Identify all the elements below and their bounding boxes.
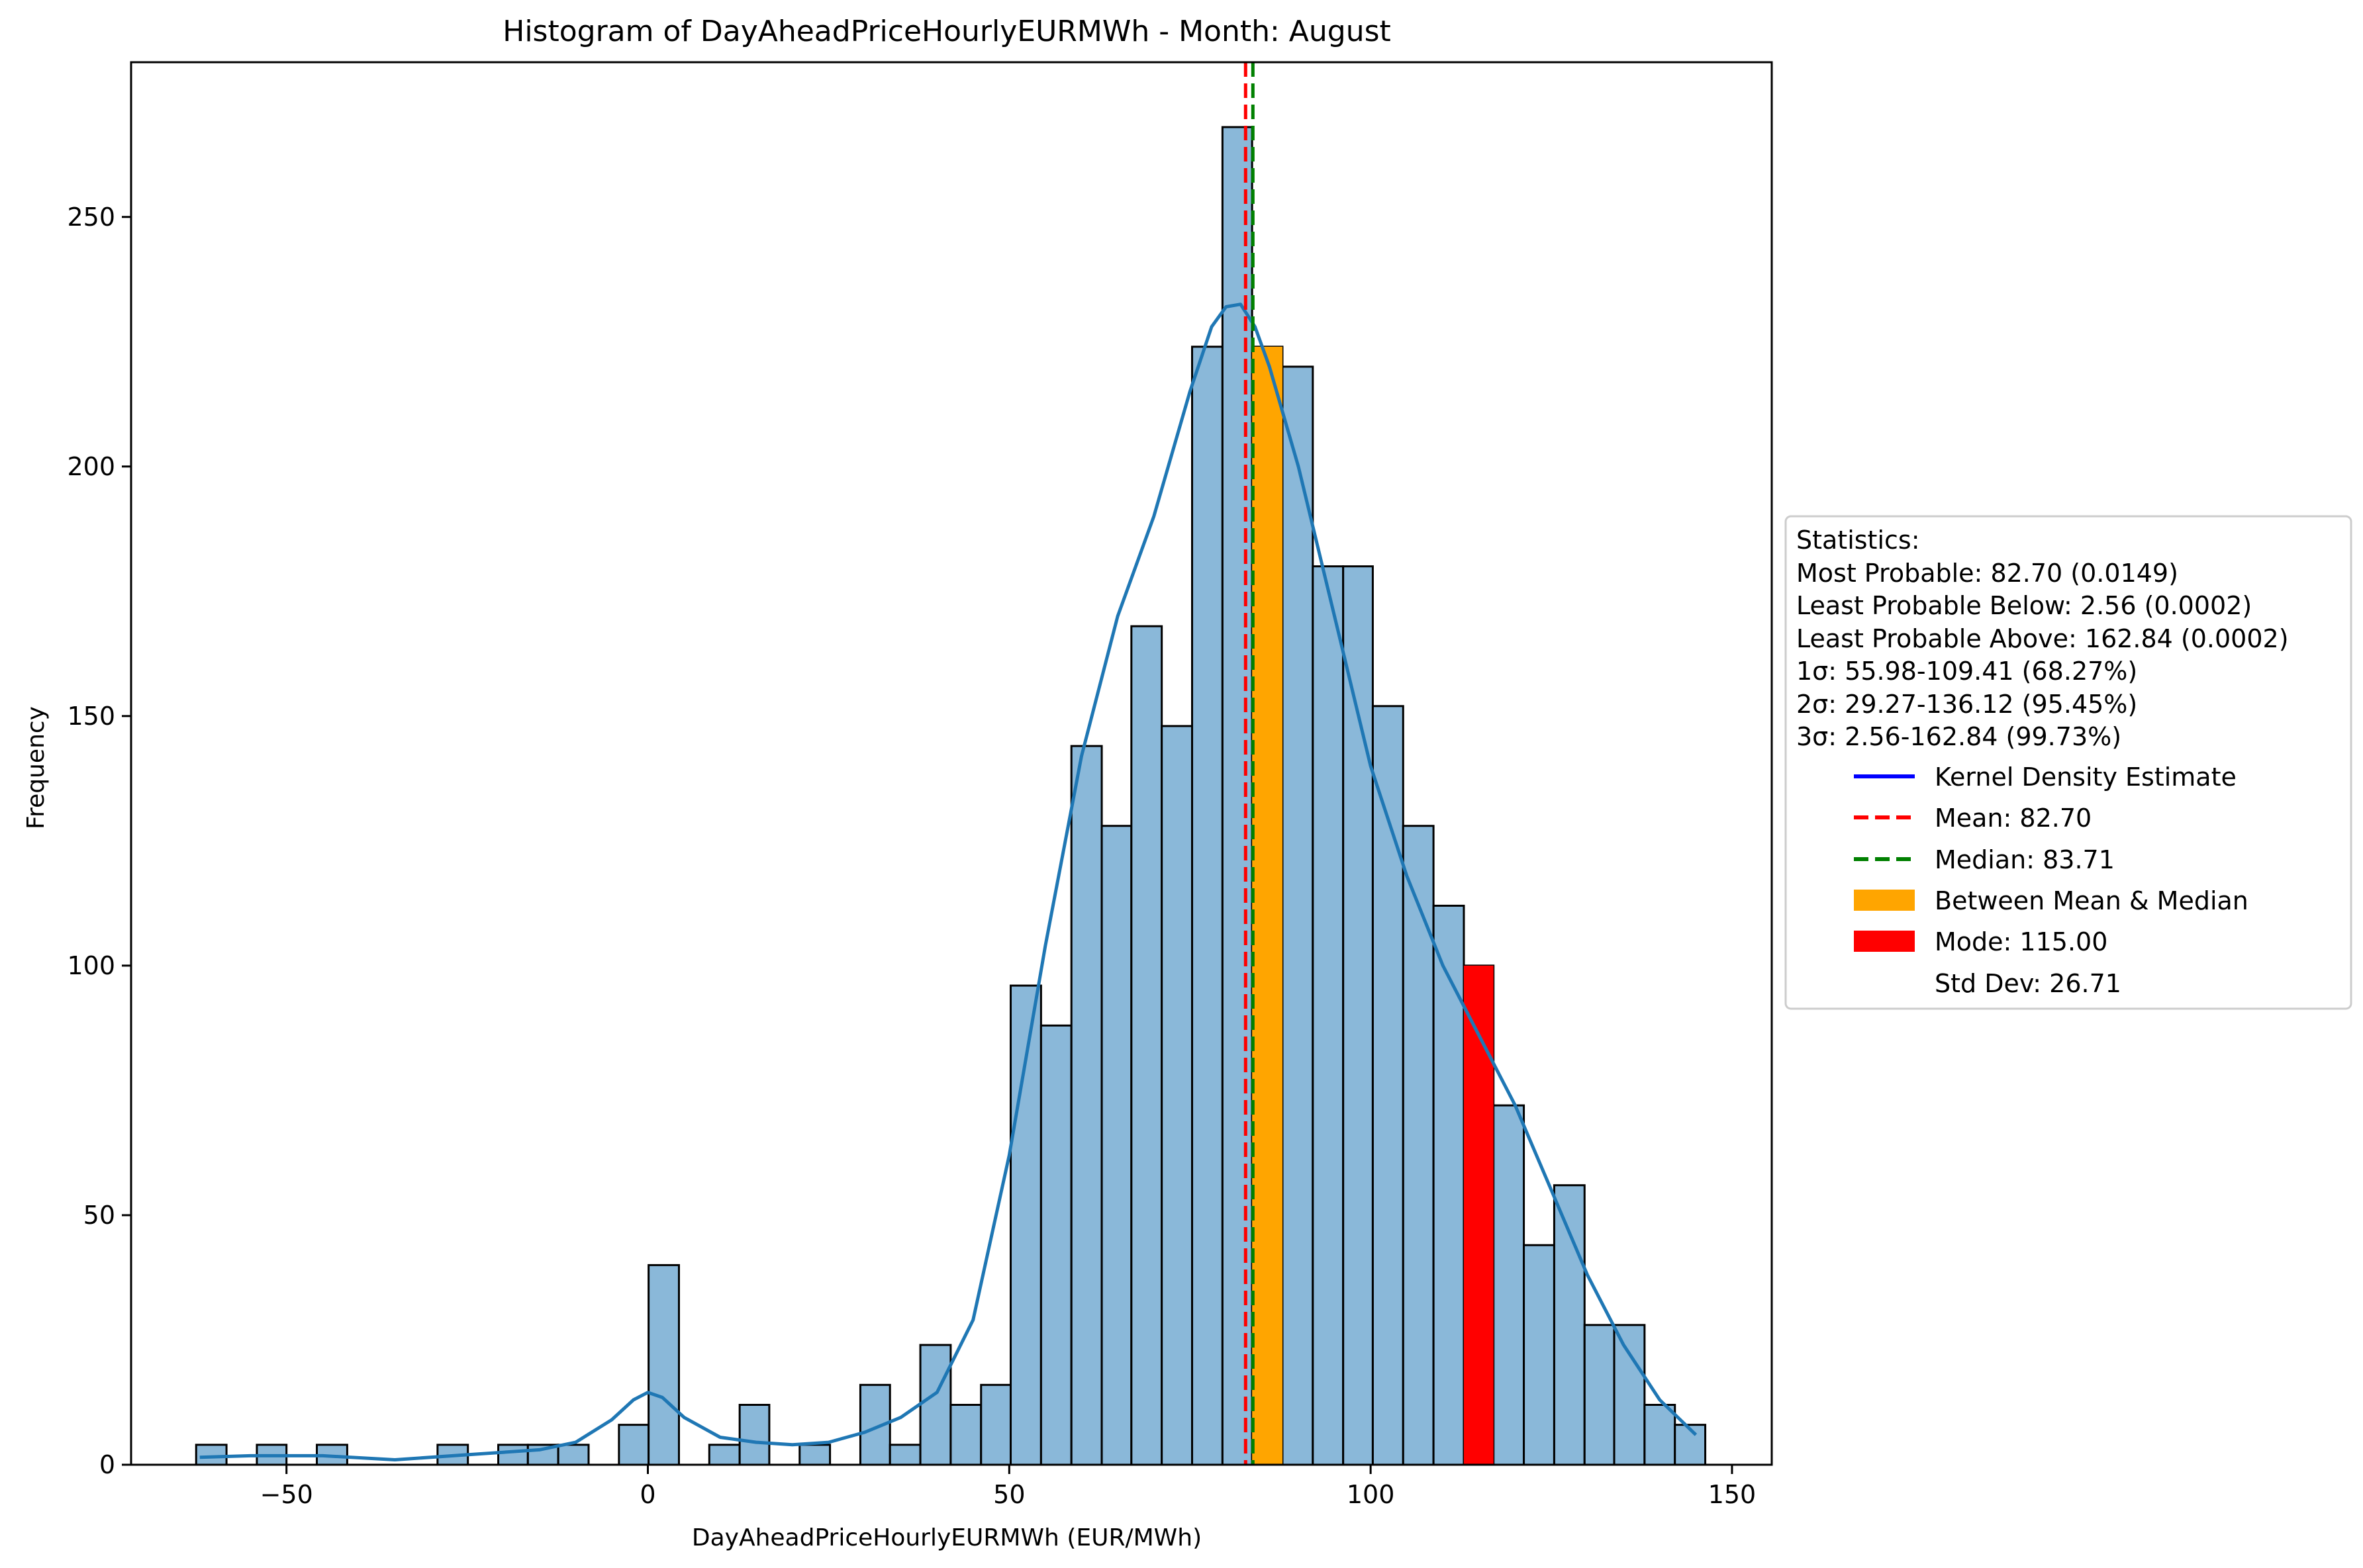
- histogram-bar: [1371, 705, 1404, 1466]
- y-axis-label: Frequency: [23, 706, 50, 829]
- y-axis-ticks: 0 50 100 150 200 250: [67, 203, 131, 1479]
- histogram-bar: [195, 1444, 228, 1466]
- histogram-bar: [1281, 365, 1314, 1466]
- histogram-bar: [1523, 1244, 1555, 1466]
- histogram-bar: [1492, 1104, 1525, 1466]
- histogram-bar: [1643, 1404, 1676, 1466]
- x-tick-label: 150: [1708, 1480, 1757, 1509]
- x-tick-label: 0: [640, 1480, 655, 1509]
- y-tick-label: 0: [99, 1450, 115, 1479]
- histogram-bar: [889, 1444, 922, 1466]
- chart-title: Histogram of DayAheadPriceHourlyEURMWh -…: [503, 15, 1391, 48]
- legend-box: [1784, 515, 2352, 1010]
- y-tick-label: 50: [83, 1201, 115, 1230]
- reference-lines: [1243, 62, 1255, 1465]
- x-axis-label: DayAheadPriceHourlyEURMWh (EUR/MWh): [692, 1524, 1202, 1551]
- legend-stats-title: Statistics:: [1796, 526, 1920, 555]
- plot-frame: [130, 61, 1773, 1466]
- histogram-bar: [1039, 1024, 1073, 1466]
- legend-stat-2-sigma: 2σ: 29.27-136.12 (95.45%): [1796, 690, 2137, 719]
- y-tick-label: 200: [67, 452, 115, 481]
- legend-stat-most-probable: Most Probable: 82.70 (0.0149): [1796, 559, 2178, 588]
- legend-median-label: Median: 83.71: [1935, 845, 2115, 874]
- histogram-bar: [1553, 1184, 1586, 1466]
- y-tick-label: 100: [67, 951, 115, 980]
- legend-mode-label: Mode: 115.00: [1935, 927, 2107, 956]
- legend-kde-label: Kernel Density Estimate: [1935, 762, 2237, 792]
- histogram-bar: [1130, 625, 1163, 1466]
- histogram-bar: [949, 1404, 983, 1466]
- kde-curve: [199, 302, 1698, 1461]
- histogram-bar: [1191, 346, 1224, 1466]
- y-tick-label: 250: [67, 203, 115, 232]
- y-tick-label: 150: [67, 702, 115, 731]
- highlighted-bins: [1252, 346, 1494, 1465]
- kde-layer: [199, 302, 1698, 1461]
- histogram-bar: [1613, 1324, 1646, 1466]
- highlighted-bar: [1252, 346, 1282, 1465]
- histogram-bar: [618, 1424, 650, 1466]
- histogram-bar: [1432, 904, 1465, 1466]
- legend-stat-1-sigma: 1σ: 55.98-109.41 (68.27%): [1796, 657, 2137, 686]
- histogram-bar: [738, 1404, 771, 1466]
- histogram-bar: [1221, 126, 1253, 1466]
- histogram-bar: [1583, 1324, 1616, 1466]
- histogram-bar: [1161, 725, 1194, 1466]
- histogram-bar: [1100, 825, 1133, 1466]
- legend-mode-swatch: [1854, 931, 1915, 952]
- histogram-bar: [648, 1264, 680, 1466]
- legend-mean-label: Mean: 82.70: [1935, 804, 2092, 833]
- x-axis-ticks: −50 0 50 100 150: [260, 1465, 1757, 1509]
- legend-stat-least-below: Least Probable Below: 2.56 (0.0002): [1796, 591, 2252, 620]
- x-tick-label: 50: [993, 1480, 1025, 1509]
- histogram-bar: [557, 1444, 590, 1466]
- histogram-bar: [1342, 565, 1374, 1466]
- legend-std-dev-label: Std Dev: 26.71: [1935, 969, 2121, 998]
- histogram-bar: [1070, 745, 1103, 1466]
- histogram-bar: [919, 1344, 952, 1466]
- histogram-bar: [497, 1444, 529, 1466]
- histogram-bar: [1402, 825, 1435, 1466]
- highlighted-bar: [1463, 965, 1494, 1465]
- histogram-bar: [1312, 565, 1345, 1466]
- legend-stat-least-above: Least Probable Above: 162.84 (0.0002): [1796, 624, 2289, 653]
- x-tick-label: 100: [1347, 1480, 1395, 1509]
- legend-stat-3-sigma: 3σ: 2.56-162.84 (99.73%): [1796, 722, 2121, 751]
- legend: Statistics: Most Probable: 82.70 (0.0149…: [1784, 515, 2352, 1010]
- legend-between-label: Between Mean & Median: [1935, 886, 2248, 915]
- histogram-bar: [798, 1444, 832, 1466]
- legend-between-swatch: [1854, 890, 1915, 911]
- histogram-bar: [980, 1383, 1012, 1466]
- histogram-bar: [708, 1444, 741, 1466]
- x-tick-label: −50: [260, 1480, 313, 1509]
